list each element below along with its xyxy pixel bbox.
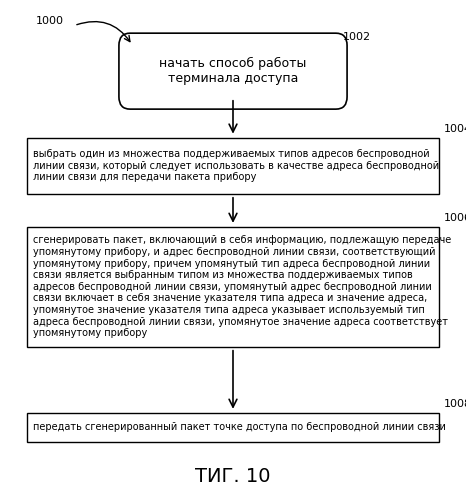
Text: 1002: 1002: [343, 32, 371, 42]
FancyBboxPatch shape: [119, 33, 347, 109]
Text: выбрать один из множества поддерживаемых типов адресов беспроводной
линии связи,: выбрать один из множества поддерживаемых…: [33, 149, 439, 182]
Text: начать способ работы
терминала доступа: начать способ работы терминала доступа: [159, 57, 307, 85]
Text: 1004: 1004: [444, 124, 466, 134]
Text: передать сгенерированный пакет точке доступа по беспроводной линии связи: передать сгенерированный пакет точке дос…: [33, 422, 445, 432]
Text: 1000: 1000: [35, 16, 63, 26]
Text: сгенерировать пакет, включающий в себя информацию, подлежащую передаче
упомянуто: сгенерировать пакет, включающий в себя и…: [33, 236, 451, 338]
Text: 1006: 1006: [444, 213, 466, 223]
Text: ΤИГ. 10: ΤИГ. 10: [195, 467, 271, 486]
Text: 1008: 1008: [444, 399, 466, 409]
Bar: [27, 226, 439, 347]
Bar: [27, 138, 439, 194]
Bar: [27, 412, 439, 442]
